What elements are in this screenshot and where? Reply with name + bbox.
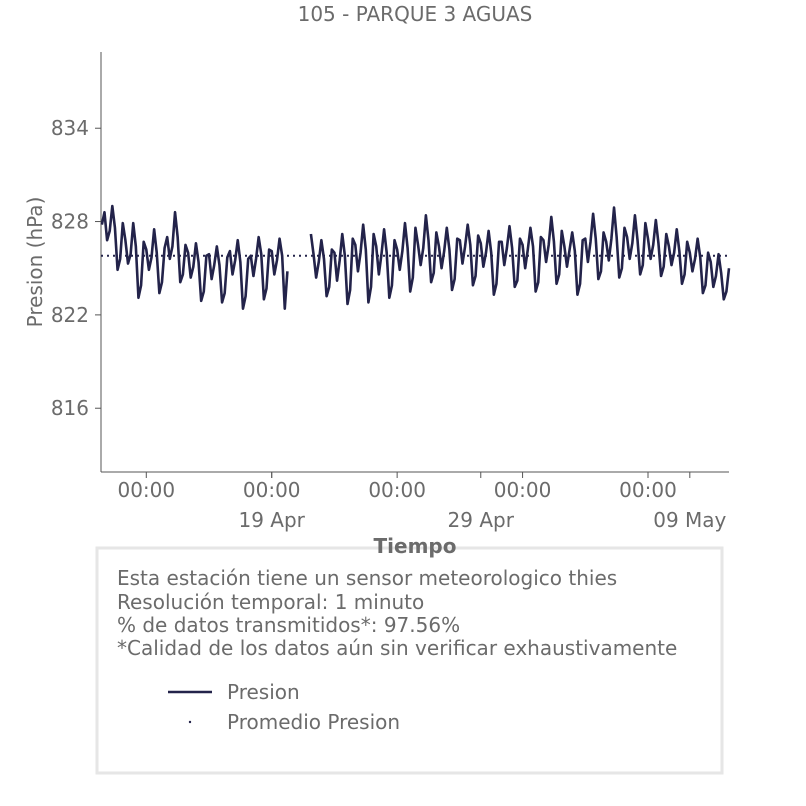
x-axis-label: Tiempo bbox=[374, 534, 457, 558]
info-line: *Calidad de los datos aún sin verificar … bbox=[117, 636, 677, 660]
x-date-label: 19 Apr bbox=[239, 508, 306, 532]
y-tick-label: 834 bbox=[51, 116, 89, 140]
pressure-line bbox=[100, 204, 731, 310]
info-box bbox=[95, 546, 724, 775]
x-date-label: 29 Apr bbox=[448, 508, 515, 532]
x-tick-label: 00:00 bbox=[619, 478, 677, 502]
legend-swatch bbox=[188, 720, 192, 724]
y-tick-label: 822 bbox=[51, 303, 89, 327]
y-tick-label: 828 bbox=[51, 210, 89, 234]
legend-label: Presion bbox=[227, 680, 300, 704]
info-line: Resolución temporal: 1 minuto bbox=[117, 590, 424, 614]
y-tick-label: 816 bbox=[51, 396, 89, 420]
x-date-label: 09 May bbox=[653, 508, 726, 532]
legend-label: Promedio Presion bbox=[227, 710, 400, 734]
info-line: % de datos transmitidos*: 97.56% bbox=[117, 613, 460, 637]
x-tick-label: 00:00 bbox=[243, 478, 301, 502]
x-tick-label: 00:00 bbox=[117, 478, 175, 502]
x-tick-label: 00:00 bbox=[368, 478, 426, 502]
y-axis-label: Presion (hPa) bbox=[23, 197, 47, 328]
x-tick-label: 00:00 bbox=[494, 478, 552, 502]
info-line: Esta estación tiene un sensor meteorolog… bbox=[117, 566, 617, 590]
chart-title: 105 - PARQUE 3 AGUAS bbox=[298, 2, 533, 26]
